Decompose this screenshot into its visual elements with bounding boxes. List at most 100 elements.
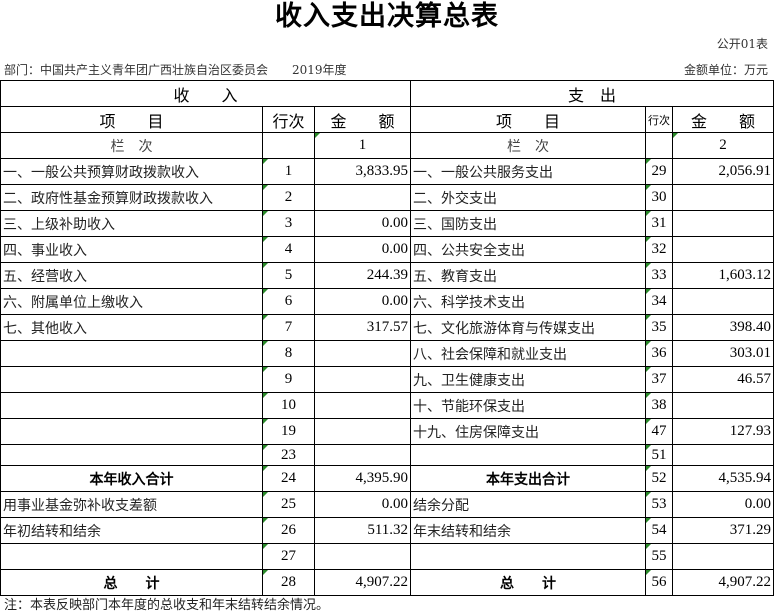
income-item (0, 543, 263, 570)
expense-amount (672, 392, 774, 419)
income-amount: 0.00 (313, 288, 412, 315)
income-amount (313, 184, 412, 211)
expense-item: 结余分配 (410, 491, 647, 518)
income-item: 二、政府性基金预算财政拨款收入 (0, 184, 263, 211)
expense-item (410, 543, 647, 570)
income-amount (313, 543, 412, 570)
income-line-no: 23 (262, 444, 315, 466)
expense-line-no: 47 (645, 418, 674, 445)
income-item: 一、一般公共预算财政拨款收入 (0, 158, 263, 185)
income-amount: 0.00 (313, 491, 412, 518)
income-line-no: 3 (262, 210, 315, 237)
income-item: 年初结转和结余 (0, 517, 263, 544)
expense-line-no: 55 (645, 543, 674, 570)
table-row: 年初结转和结余 26 511.32 年末结转和结余 54 371.29 (0, 517, 774, 544)
expense-item: 一、一般公共服务支出 (410, 158, 647, 185)
expense-item: 十、节能环保支出 (410, 392, 647, 419)
table-row: 用事业基金弥补收支差额 25 0.00 结余分配 53 0.00 (0, 491, 774, 518)
expense-amount: 371.29 (672, 517, 774, 544)
expense-amount (672, 210, 774, 237)
income-amount: 511.32 (313, 517, 412, 544)
expense-line-no: 36 (645, 340, 674, 367)
table-row: 8 八、社会保障和就业支出 36 303.01 (0, 340, 774, 367)
income-item: 七、其他收入 (0, 314, 263, 341)
expense-item: 七、文化旅游体育与传媒支出 (410, 314, 647, 341)
expense-line-no: 35 (645, 314, 674, 341)
income-line-no: 5 (262, 262, 315, 289)
expense-col-number: 2 (672, 132, 774, 159)
income-line-no: 24 (262, 465, 315, 492)
expense-line-no: 56 (645, 569, 674, 596)
expense-amount: 4,907.22 (672, 569, 774, 596)
expense-amount (672, 543, 774, 570)
income-item: 用事业基金弥补收支差额 (0, 491, 263, 518)
expense-item: 五、教育支出 (410, 262, 647, 289)
expense-item: 九、卫生健康支出 (410, 366, 647, 393)
income-header: 收 入 (0, 80, 412, 107)
income-col-number: 1 (313, 132, 412, 159)
table-row: 四、事业收入 4 0.00 四、公共安全支出 32 (0, 236, 774, 263)
expense-line-no: 30 (645, 184, 674, 211)
table-row: 本年收入合计 24 4,395.90 本年支出合计 52 4,535.94 (0, 465, 774, 492)
table-row: 23 51 (0, 444, 774, 466)
expense-item: 六、科学技术支出 (410, 288, 647, 315)
income-line-header: 行次 (262, 106, 315, 133)
income-item (0, 444, 263, 466)
expense-line-no: 31 (645, 210, 674, 237)
expense-item (410, 444, 647, 466)
table-row: 七、其他收入 7 317.57 七、文化旅游体育与传媒支出 35 398.40 (0, 314, 774, 341)
form-code: 公开01表 (716, 37, 768, 51)
income-line-no: 26 (262, 517, 315, 544)
income-line-no: 10 (262, 392, 315, 419)
expense-amount: 0.00 (672, 491, 774, 518)
income-line-no: 7 (262, 314, 315, 341)
table-row: 六、附属单位上缴收入 6 0.00 六、科学技术支出 34 (0, 288, 774, 315)
expense-amount: 46.57 (672, 366, 774, 393)
income-item (0, 418, 263, 445)
income-amount (313, 366, 412, 393)
income-item: 五、经营收入 (0, 262, 263, 289)
expense-amount (672, 444, 774, 466)
income-line-no: 28 (262, 569, 315, 596)
income-line-no: 25 (262, 491, 315, 518)
income-amount: 4,907.22 (313, 569, 412, 596)
expense-col-index: 栏 次 (410, 132, 647, 159)
expense-item: 二、外交支出 (410, 184, 647, 211)
expense-amount: 303.01 (672, 340, 774, 367)
expense-line-no: 34 (645, 288, 674, 315)
income-item: 六、附属单位上缴收入 (0, 288, 263, 315)
table-row: 19 十九、住房保障支出 47 127.93 (0, 418, 774, 445)
income-line-no: 8 (262, 340, 315, 367)
expense-amount: 4,535.94 (672, 465, 774, 492)
table-row: 五、经营收入 5 244.39 五、教育支出 33 1,603.12 (0, 262, 774, 289)
income-amount (313, 418, 412, 445)
income-amount (313, 340, 412, 367)
expense-item: 四、公共安全支出 (410, 236, 647, 263)
expense-line-no: 51 (645, 444, 674, 466)
income-amount: 0.00 (313, 210, 412, 237)
page-title: 收入支出决算总表 (275, 1, 499, 32)
income-item-header: 项 目 (0, 106, 263, 133)
expense-line-no: 53 (645, 491, 674, 518)
expense-line-no: 29 (645, 158, 674, 185)
expense-line-no: 33 (645, 262, 674, 289)
expense-item: 年末结转和结余 (410, 517, 647, 544)
income-amount: 317.57 (313, 314, 412, 341)
table-row: 一、一般公共预算财政拨款收入 1 3,833.95 一、一般公共服务支出 29 2,056… (0, 158, 774, 185)
expense-item: 总 计 (410, 569, 647, 596)
expense-line-no: 52 (645, 465, 674, 492)
table-row: 三、上级补助收入 3 0.00 三、国防支出 31 (0, 210, 774, 237)
expense-line-no: 54 (645, 517, 674, 544)
income-amount (313, 444, 412, 466)
income-item: 本年收入合计 (0, 465, 263, 492)
expense-amount: 127.93 (672, 418, 774, 445)
income-item (0, 340, 263, 367)
income-item (0, 366, 263, 393)
income-line-no: 4 (262, 236, 315, 263)
income-item (0, 392, 263, 419)
income-col-index: 栏 次 (0, 132, 263, 159)
income-item: 总 计 (0, 569, 263, 596)
income-expense-table: 收 入 支 出 项 目 行次 金 额 项 目 行次 金 额 栏 次 1 栏 次 … (0, 80, 774, 596)
expense-amount (672, 288, 774, 315)
income-amount (313, 392, 412, 419)
